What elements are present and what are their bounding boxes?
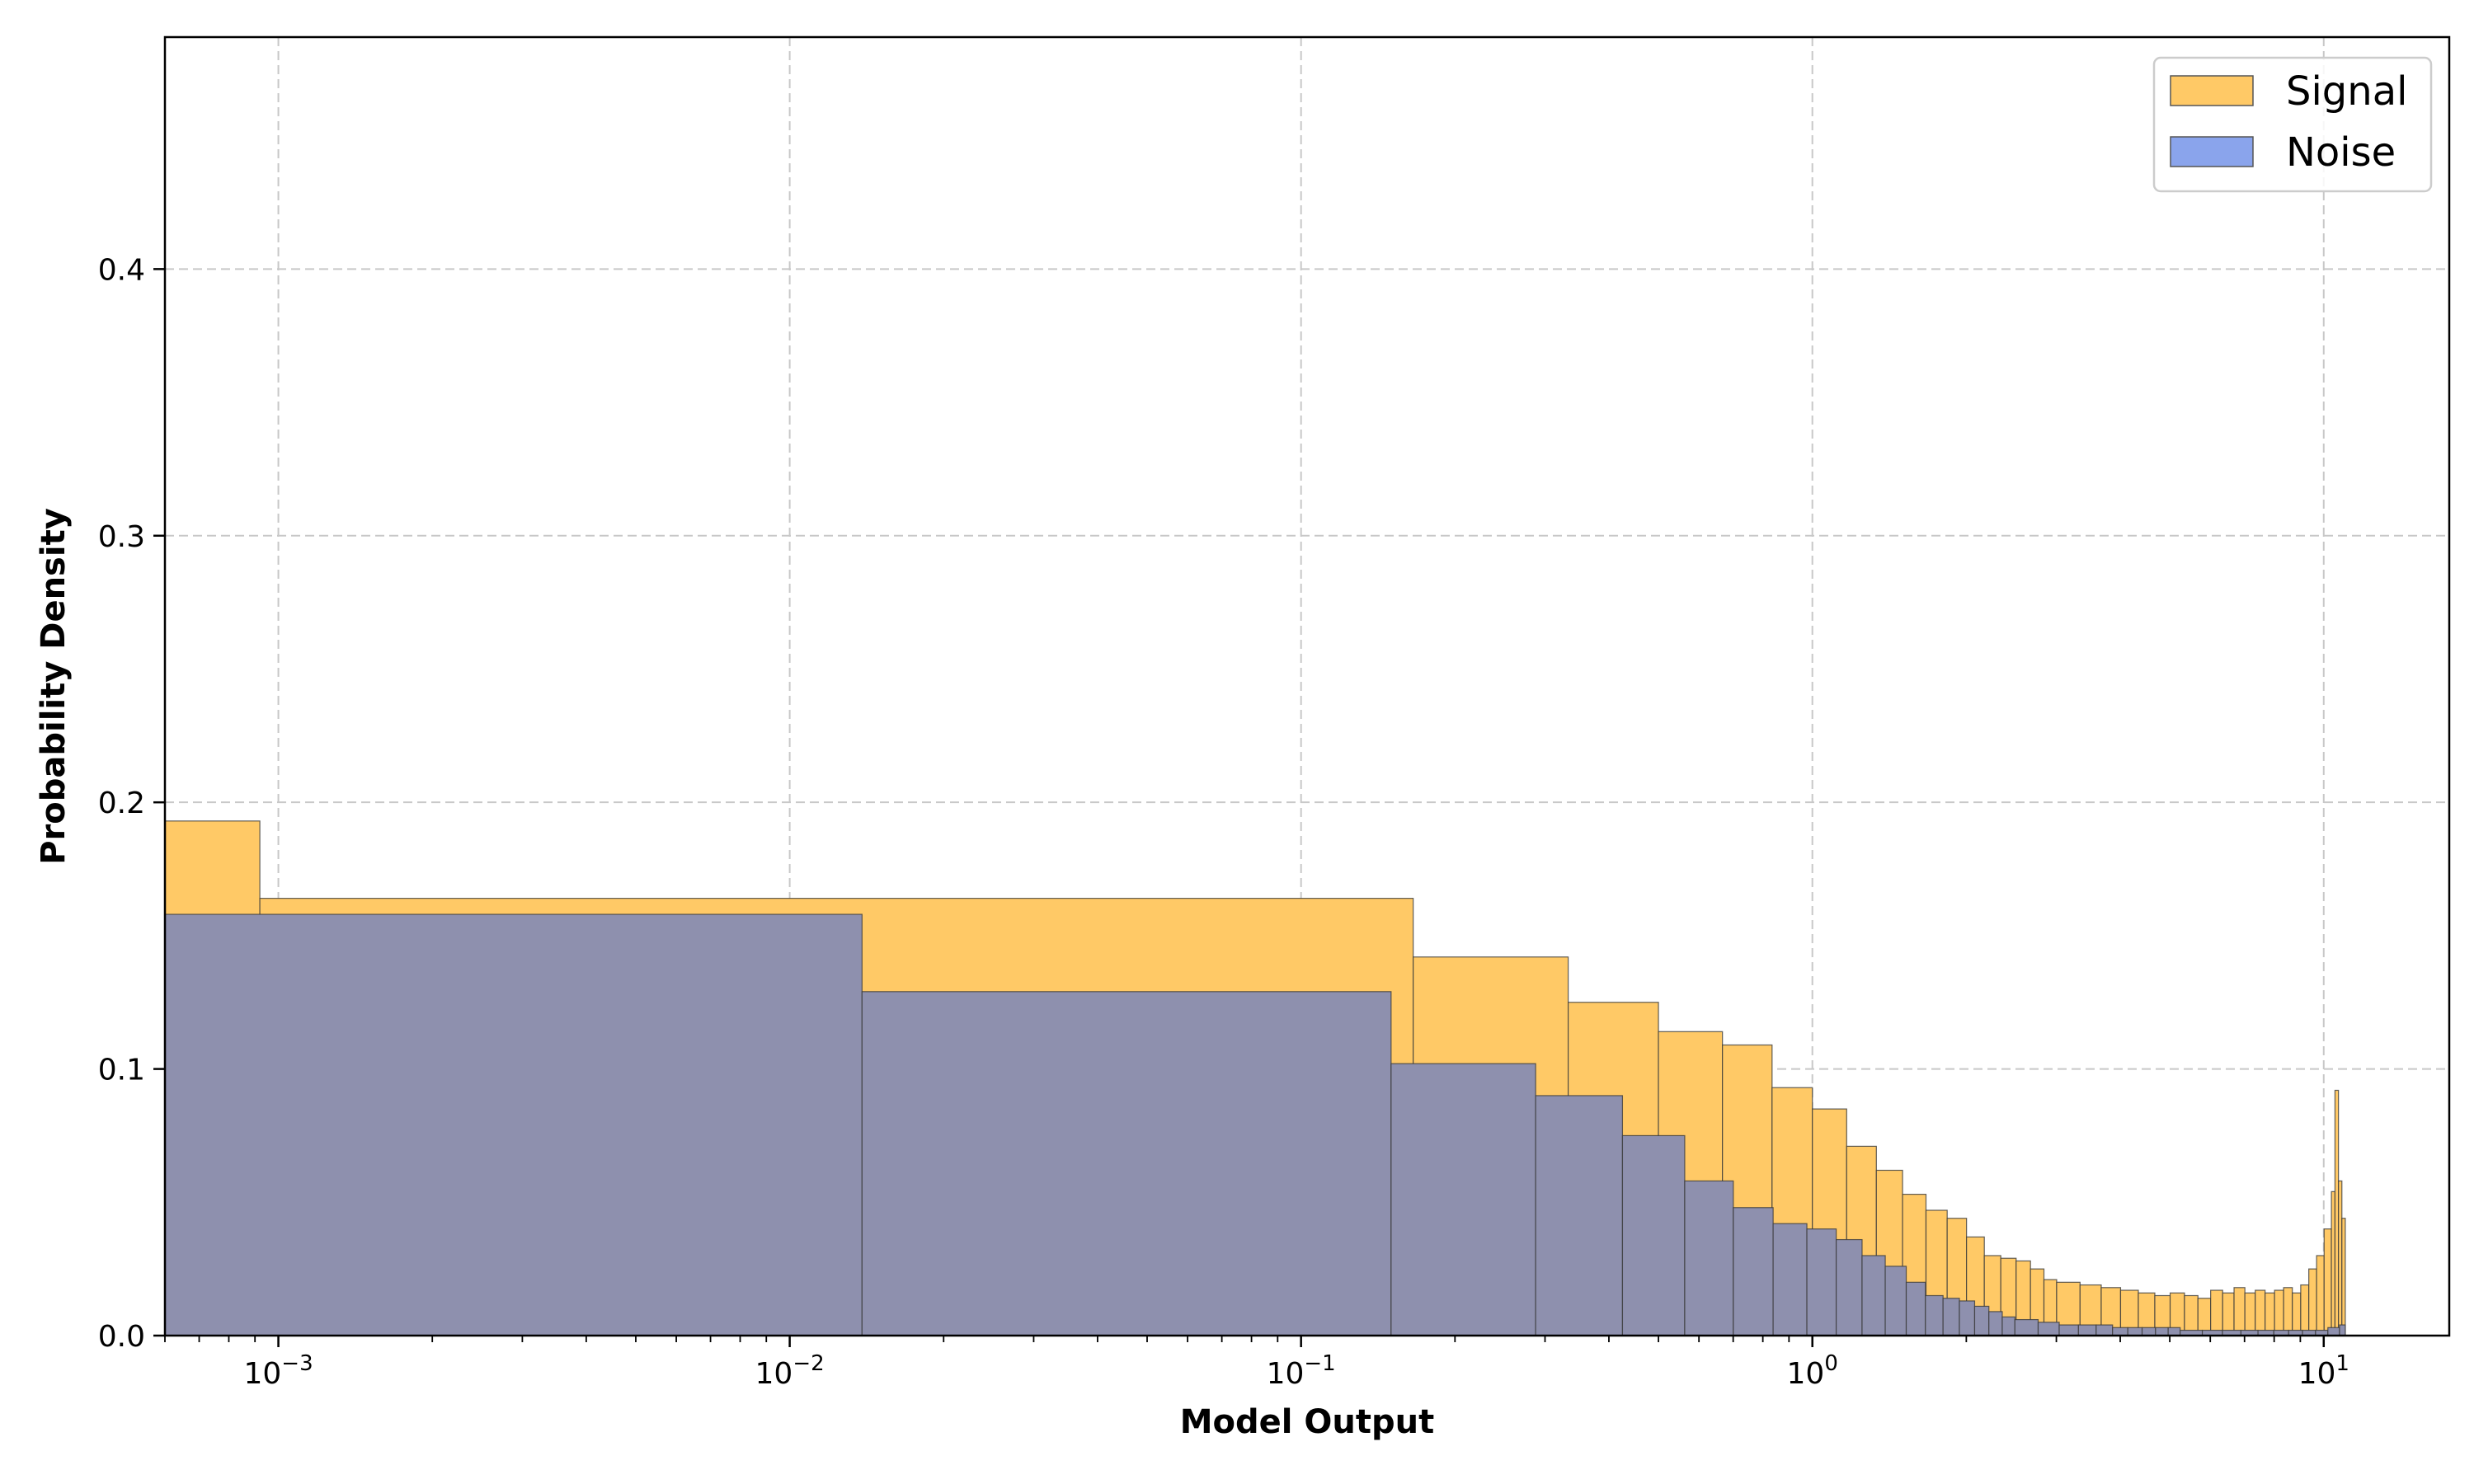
y-tick-label: 0.3 xyxy=(98,520,145,554)
x-tick-label: 10−2 xyxy=(755,1351,825,1391)
noise-bar xyxy=(2141,1327,2157,1336)
x-axis-ticks: 10−3 10−2 10−1 100 101 xyxy=(164,1336,2349,1391)
signal-bar xyxy=(2323,1228,2332,1336)
x-tick-label: 10−1 xyxy=(1267,1351,1336,1391)
noise-bar xyxy=(1861,1255,1886,1336)
x-tick-label: 100 xyxy=(1787,1351,1838,1391)
noise-bar xyxy=(2077,1324,2097,1336)
signal-bar xyxy=(2244,1292,2256,1336)
noise-bar xyxy=(1973,1305,1990,1336)
noise-bar xyxy=(1772,1223,1808,1336)
signal-bar xyxy=(2255,1289,2266,1336)
signal-bar xyxy=(2210,1289,2223,1336)
noise-bar xyxy=(164,913,863,1336)
noise-bar xyxy=(2095,1324,2114,1336)
noise-bar xyxy=(2001,1316,2015,1336)
signal-bar xyxy=(2316,1255,2325,1336)
noise-bar xyxy=(2112,1327,2128,1336)
y-tick-label: 0.4 xyxy=(98,253,145,287)
noise-bar xyxy=(2155,1327,2169,1336)
noise-bar xyxy=(2127,1327,2143,1336)
noise-bar xyxy=(2058,1324,2079,1336)
signal-bar xyxy=(2308,1268,2317,1336)
noise-bar xyxy=(1884,1266,1907,1336)
signal-bar xyxy=(2292,1292,2302,1336)
x-tick-label: 101 xyxy=(2298,1351,2349,1391)
signal-bar xyxy=(2331,1190,2336,1336)
y-tick-label: 0.0 xyxy=(98,1320,145,1354)
legend: Signal Noise xyxy=(2152,56,2433,193)
noise-bar xyxy=(2339,1324,2346,1336)
signal-bar xyxy=(2334,1089,2340,1336)
signal-bar xyxy=(2274,1289,2284,1336)
signal-bar xyxy=(2184,1294,2199,1336)
noise-bar xyxy=(1535,1095,1624,1336)
noise-bar xyxy=(1621,1134,1686,1336)
y-axis-ticks: 0.0 0.1 0.2 0.3 0.4 xyxy=(98,253,165,1354)
noise-bar xyxy=(1905,1281,1926,1336)
noise-bar xyxy=(1988,1311,2003,1336)
legend-swatch-noise xyxy=(2170,136,2254,167)
legend-label-signal: Signal xyxy=(2286,68,2407,115)
noise-bar xyxy=(2037,1322,2060,1336)
x-axis-label: Model Output xyxy=(1180,1403,1435,1441)
noise-bar xyxy=(1959,1300,1976,1336)
signal-bar xyxy=(2222,1292,2235,1336)
noise-bar xyxy=(1835,1238,1863,1336)
noise-bar xyxy=(2014,1318,2039,1336)
signal-bar xyxy=(2338,1180,2343,1336)
y-axis-label: Probability Density xyxy=(35,508,73,865)
noise-bar xyxy=(1733,1207,1774,1336)
y-tick-label: 0.1 xyxy=(98,1054,145,1087)
signal-bar xyxy=(2300,1284,2310,1336)
noise-bars xyxy=(164,913,2346,1336)
noise-bar xyxy=(1684,1180,1734,1336)
plot-frame xyxy=(163,35,2451,1337)
noise-bar xyxy=(1925,1294,1944,1336)
signal-bar xyxy=(2233,1287,2246,1336)
signal-bar xyxy=(2341,1218,2346,1336)
noise-bar xyxy=(1942,1298,1960,1336)
noise-bar xyxy=(2167,1327,2181,1336)
noise-bar xyxy=(1806,1228,1837,1336)
legend-label-noise: Noise xyxy=(2286,129,2396,176)
y-tick-label: 0.2 xyxy=(98,787,145,820)
signal-bar xyxy=(2283,1287,2293,1336)
noise-bar xyxy=(861,991,1392,1336)
noise-bar xyxy=(2327,1327,2340,1336)
legend-swatch-signal xyxy=(2170,75,2254,106)
x-tick-label: 10−3 xyxy=(243,1351,313,1391)
noise-bar xyxy=(1390,1063,1536,1336)
signal-bar xyxy=(2265,1292,2275,1336)
